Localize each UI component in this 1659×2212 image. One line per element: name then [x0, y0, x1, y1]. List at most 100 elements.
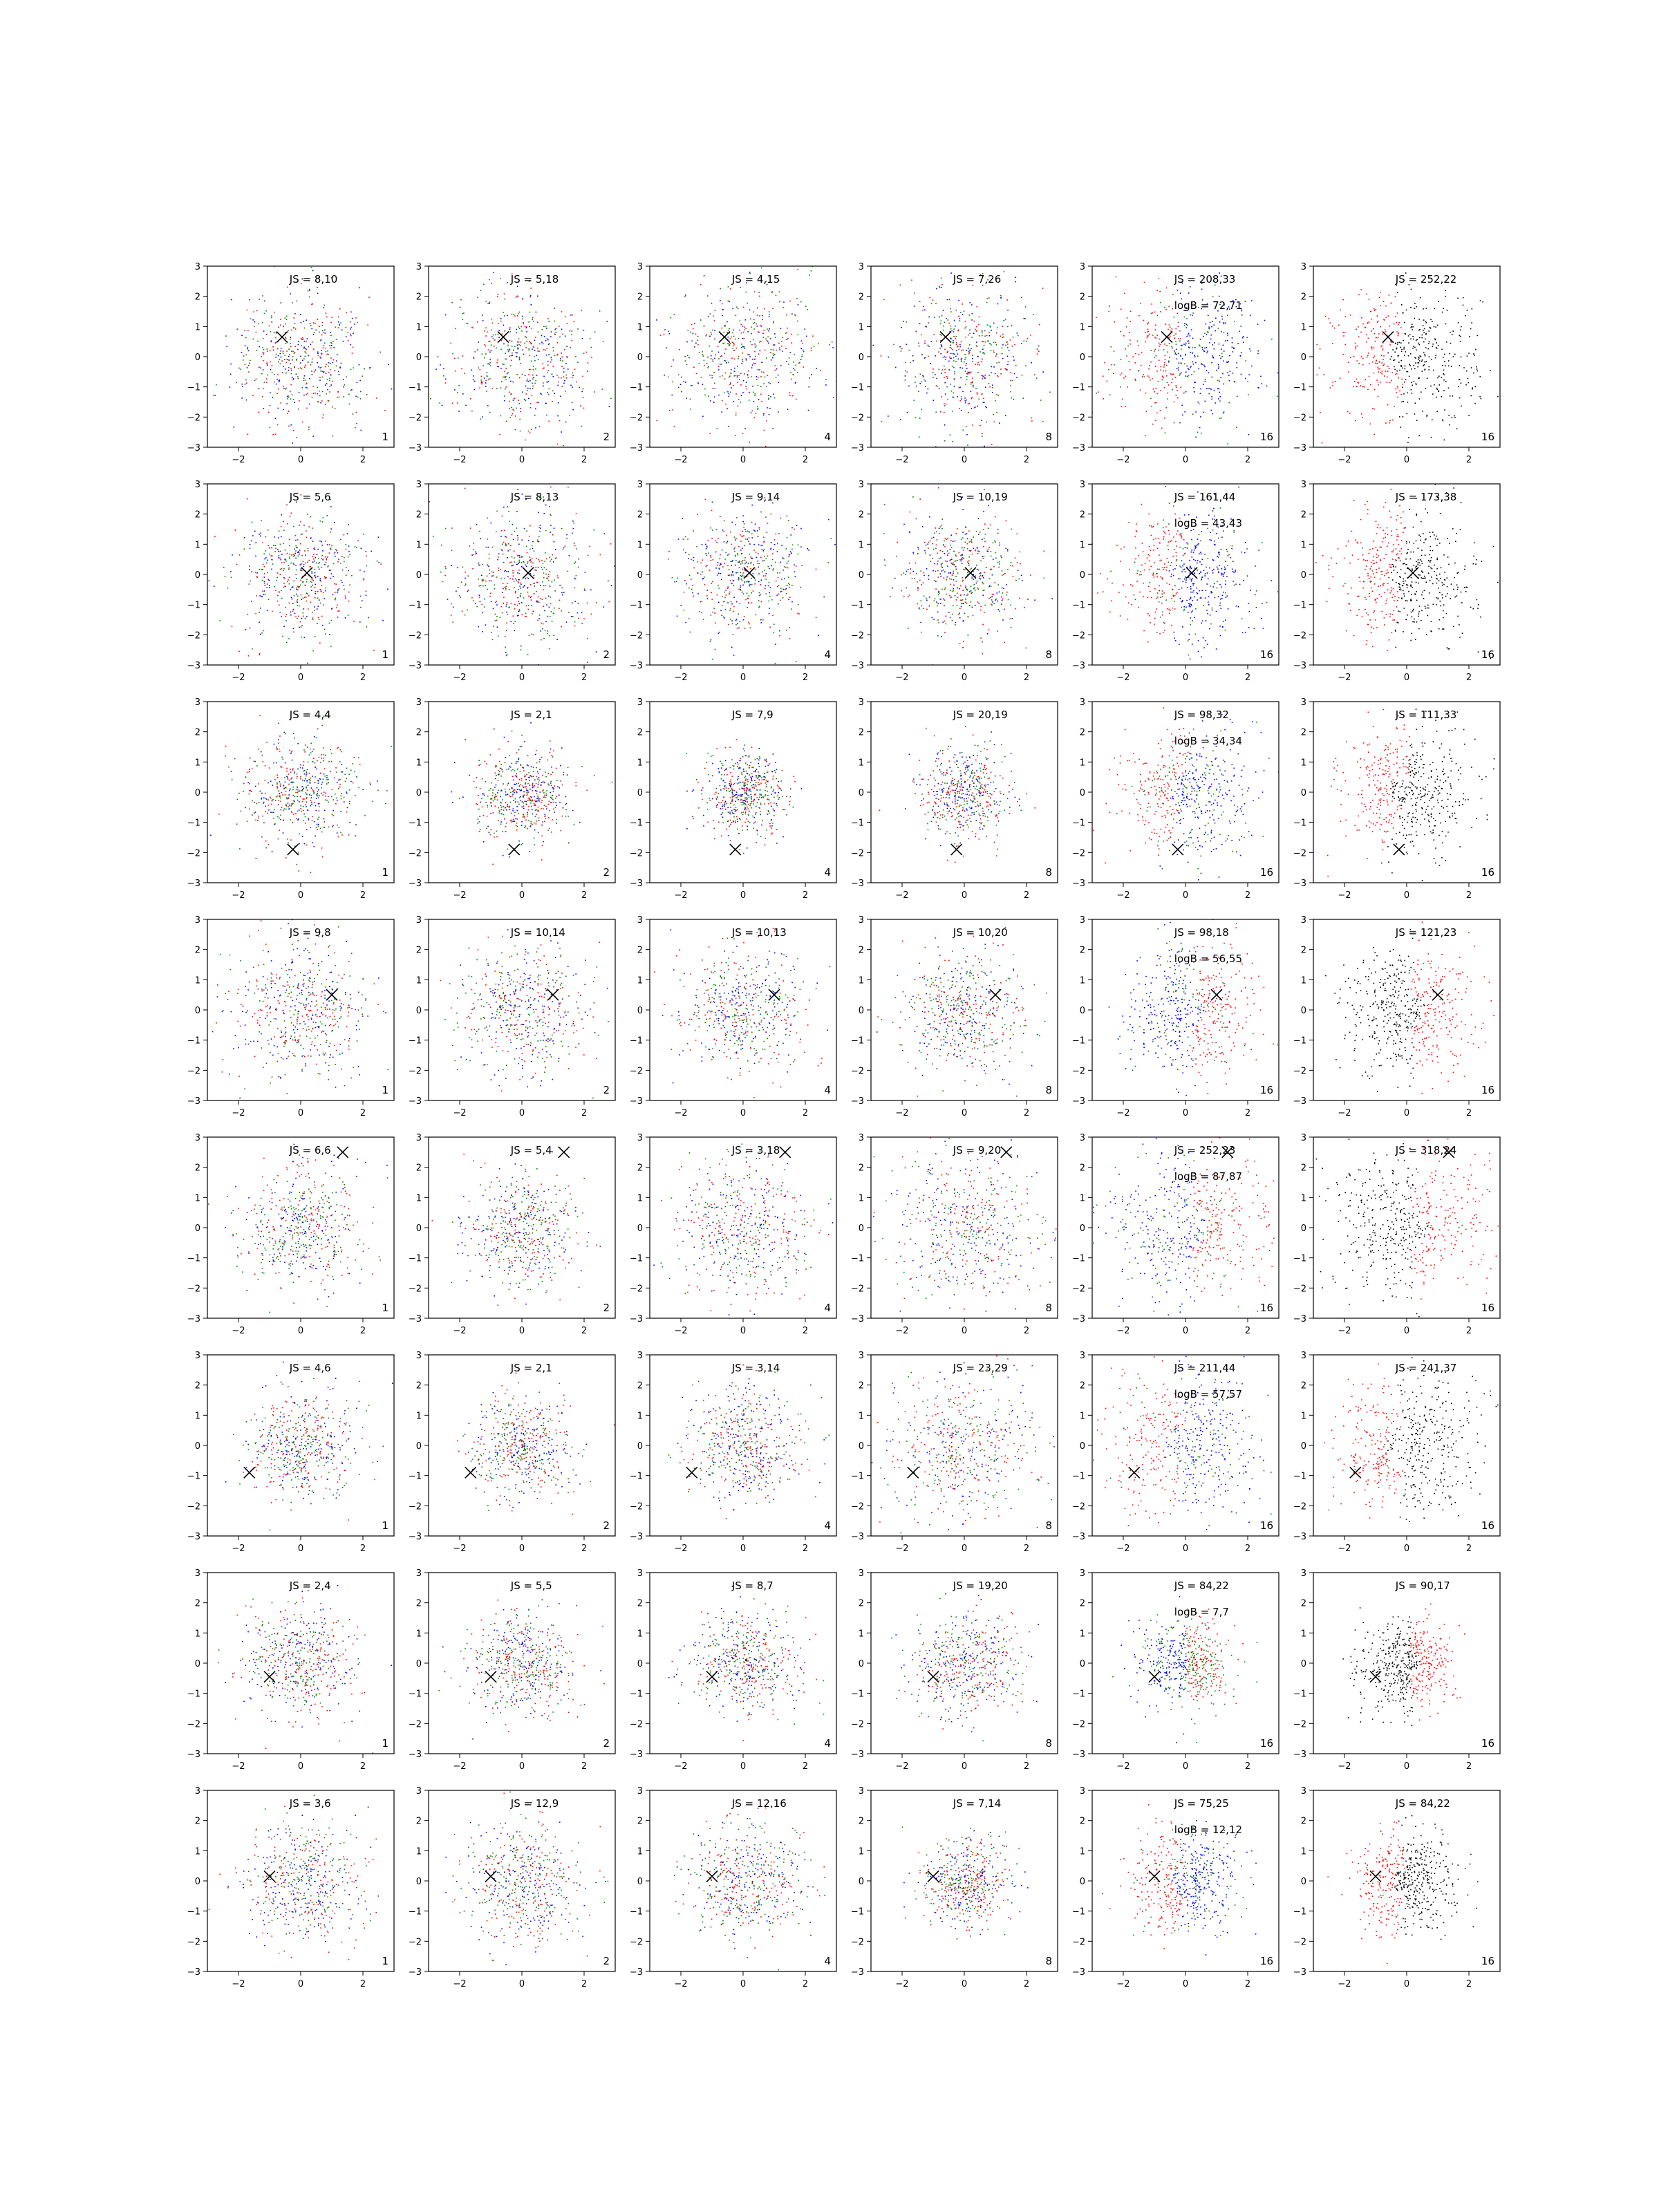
data-point	[1108, 368, 1109, 371]
data-point	[740, 541, 742, 542]
data-point	[304, 379, 306, 381]
data-point	[1424, 354, 1425, 355]
data-point	[1006, 341, 1008, 343]
data-point	[1418, 356, 1419, 358]
data-point	[1207, 315, 1209, 316]
data-point	[961, 599, 962, 601]
data-point	[529, 403, 532, 404]
data-point	[981, 420, 982, 421]
data-point	[1207, 449, 1208, 450]
data-point	[311, 581, 312, 583]
data-point	[953, 328, 955, 330]
data-point	[963, 310, 965, 312]
data-point	[299, 400, 300, 402]
data-point	[788, 364, 789, 365]
data-point	[948, 369, 950, 371]
data-point	[510, 393, 512, 395]
y-tick-label: −1	[187, 383, 200, 393]
data-point	[1140, 364, 1142, 366]
data-point	[292, 359, 293, 361]
data-point	[755, 568, 757, 570]
data-point	[477, 297, 478, 298]
data-point	[1002, 337, 1004, 338]
data-point	[285, 337, 287, 339]
data-point	[601, 388, 603, 390]
data-point	[261, 579, 263, 581]
data-point	[935, 411, 937, 413]
data-point	[1432, 419, 1433, 421]
data-point	[751, 364, 753, 366]
data-point	[462, 355, 464, 357]
data-point	[337, 321, 339, 323]
data-point	[297, 617, 298, 619]
data-point	[330, 573, 332, 574]
data-point	[281, 562, 283, 563]
data-point	[461, 368, 462, 370]
data-point	[730, 369, 732, 371]
data-point	[303, 563, 305, 565]
data-point	[292, 608, 294, 610]
data-point	[1170, 330, 1172, 332]
data-point	[673, 359, 674, 361]
data-point	[1169, 357, 1170, 358]
data-point	[1210, 338, 1212, 340]
data-point	[949, 434, 951, 435]
data-point	[971, 382, 972, 384]
data-point	[735, 564, 736, 566]
data-point	[529, 556, 531, 558]
data-point	[932, 372, 934, 373]
data-point	[311, 579, 313, 581]
data-point	[489, 303, 490, 304]
data-point	[775, 294, 777, 297]
data-point	[312, 617, 314, 619]
data-point	[516, 615, 518, 617]
data-point	[297, 348, 299, 350]
data-point	[350, 311, 352, 313]
data-point	[999, 422, 1000, 424]
data-point	[583, 330, 585, 331]
data-point	[283, 388, 285, 389]
data-point	[290, 337, 291, 338]
data-point	[326, 316, 328, 318]
data-point	[1404, 321, 1405, 324]
data-point	[500, 387, 502, 388]
data-point	[922, 376, 924, 378]
data-point	[735, 435, 736, 436]
data-point	[775, 533, 777, 535]
y-tick-label: −3	[630, 661, 643, 671]
data-point	[1409, 334, 1411, 335]
data-point	[485, 301, 487, 302]
data-point	[742, 353, 744, 354]
data-point	[501, 550, 503, 552]
data-point	[766, 532, 768, 533]
data-point	[503, 597, 505, 599]
data-point	[249, 299, 250, 301]
data-point	[485, 353, 487, 355]
data-point	[330, 363, 331, 364]
data-point	[297, 376, 299, 377]
data-point	[1387, 315, 1389, 317]
y-tick-label: 1	[195, 540, 200, 550]
data-point	[335, 549, 337, 550]
data-point	[1415, 357, 1416, 359]
data-point	[473, 375, 474, 377]
data-point	[1042, 288, 1044, 289]
data-point	[565, 374, 567, 376]
data-point	[724, 591, 725, 593]
data-point	[742, 306, 744, 308]
data-point	[1201, 364, 1203, 366]
data-point	[940, 453, 941, 454]
data-point	[729, 593, 730, 594]
data-point	[952, 353, 954, 355]
data-point	[320, 339, 321, 341]
data-point	[747, 581, 749, 582]
data-point	[516, 604, 518, 606]
data-point	[976, 346, 978, 347]
data-point	[769, 328, 770, 330]
data-point	[1426, 377, 1428, 379]
data-point	[568, 612, 570, 613]
data-point	[506, 603, 507, 606]
data-point	[251, 601, 252, 602]
data-point	[512, 355, 514, 356]
data-point	[1203, 384, 1204, 385]
